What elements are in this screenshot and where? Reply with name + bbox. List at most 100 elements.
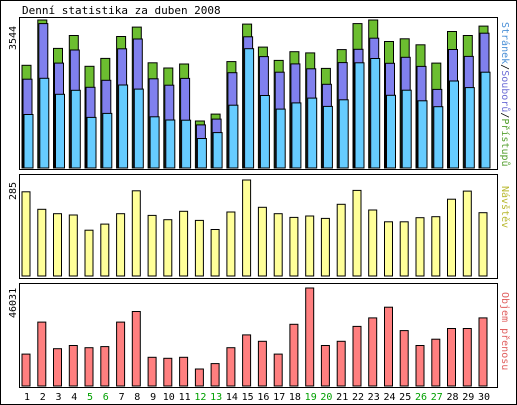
x-tick-label-day-28: 28	[446, 392, 458, 403]
middle-bar-n-v-t-v-day-30	[478, 212, 488, 277]
x-tick-label-day-10: 10	[163, 392, 175, 403]
top-legend-item-4: Přístupů	[499, 118, 511, 166]
x-tick-label-day-26: 26	[415, 392, 427, 403]
top-panel-frame	[19, 17, 498, 170]
top-bar-str-nek-day-25	[401, 89, 412, 169]
bottom-bar-objem-p-enosu-day-11	[179, 356, 189, 387]
middle-bar-n-v-t-v-day-7	[116, 213, 126, 277]
top-bar-str-nek-day-2	[39, 77, 50, 169]
bottom-legend-item-0: Objem přenosu	[499, 292, 511, 370]
bottom-bar-objem-p-enosu-day-29	[462, 328, 472, 387]
x-tick-label-day-3: 3	[55, 392, 61, 403]
top-panel-legend: Stránek/Souborů/Přístupů	[499, 22, 511, 167]
top-bar-str-nek-day-24	[386, 94, 396, 169]
bottom-panel-frame	[19, 283, 498, 388]
middle-bar-n-v-t-v-day-13	[210, 229, 220, 277]
middle-bar-n-v-t-v-day-9	[147, 214, 157, 277]
x-tick-label-day-14: 14	[226, 392, 238, 403]
x-tick-label-day-7: 7	[119, 392, 125, 403]
bottom-bar-objem-p-enosu-day-28	[447, 328, 456, 387]
top-bar-str-nek-day-1	[23, 114, 34, 169]
bottom-bar-objem-p-enosu-day-5	[84, 347, 94, 387]
top-bar-str-nek-day-9	[149, 116, 160, 169]
bottom-bar-objem-p-enosu-day-30	[478, 317, 488, 387]
middle-bar-n-v-t-v-day-21	[336, 203, 346, 277]
middle-bar-n-v-t-v-day-18	[289, 216, 299, 277]
middle-bar-n-v-t-v-day-19	[305, 215, 315, 277]
bottom-bar-objem-p-enosu-day-13	[210, 363, 220, 387]
bottom-bar-objem-p-enosu-day-15	[242, 334, 252, 387]
x-axis-day-labels: 1 2 3 4 5 6 7 8 9 10 11 12 13 14 15 16 17 18 19 20 21 22 23 24 2…	[24, 392, 490, 403]
x-tick-label-day-4: 4	[71, 392, 77, 403]
middle-bar-n-v-t-v-day-15	[242, 179, 252, 277]
top-bar-str-nek-day-13	[212, 132, 223, 169]
bottom-bar-objem-p-enosu-day-17	[273, 353, 283, 387]
middle-bar-n-v-t-v-day-5	[84, 229, 94, 277]
middle-bar-n-v-t-v-day-11	[179, 210, 189, 277]
middle-bar-n-v-t-v-day-4	[68, 214, 78, 277]
x-tick-label-day-25: 25	[399, 392, 411, 403]
top-bar-str-nek-day-3	[55, 93, 65, 169]
top-bar-str-nek-day-8	[133, 88, 144, 169]
top-bar-str-nek-day-23	[370, 58, 381, 169]
bottom-bar-objem-p-enosu-day-3	[53, 348, 62, 387]
bottom-bar-objem-p-enosu-day-4	[68, 345, 78, 387]
top-bar-str-nek-day-30	[480, 71, 491, 169]
x-tick-label-day-18: 18	[289, 392, 301, 403]
x-tick-label-day-29: 29	[462, 392, 474, 403]
bottom-panel-bars	[21, 287, 488, 387]
bottom-bar-objem-p-enosu-day-22	[352, 325, 362, 387]
middle-bar-n-v-t-v-day-3	[53, 213, 62, 277]
x-tick-label-day-22: 22	[352, 392, 364, 403]
middle-bar-n-v-t-v-day-26	[415, 217, 425, 277]
x-tick-label-day-20: 20	[320, 392, 332, 403]
x-tick-label-day-8: 8	[134, 392, 140, 403]
middle-bar-n-v-t-v-day-6	[100, 223, 110, 277]
top-bar-str-nek-day-11	[181, 119, 192, 169]
middle-legend-text: Návštěv	[499, 186, 511, 228]
bottom-bar-objem-p-enosu-day-7	[116, 321, 126, 387]
middle-bar-n-v-t-v-day-14	[226, 211, 236, 277]
bottom-bar-objem-p-enosu-day-27	[431, 338, 441, 387]
middle-bar-n-v-t-v-day-2	[37, 208, 47, 277]
middle-bar-n-v-t-v-day-22	[352, 189, 362, 277]
bottom-panel-max-label: 46031	[8, 288, 19, 318]
middle-bar-n-v-t-v-day-23	[368, 209, 378, 277]
middle-panel-max-label: 285	[8, 182, 19, 200]
bottom-panel-legend: Objem přenosu	[499, 292, 511, 370]
x-tick-label-day-19: 19	[305, 392, 317, 403]
x-tick-label-day-16: 16	[257, 392, 269, 403]
x-tick-label-day-2: 2	[40, 392, 46, 403]
top-bar-str-nek-day-10	[165, 119, 176, 169]
middle-bar-n-v-t-v-day-12	[194, 219, 204, 277]
middle-panel-legend: Návštěv	[499, 186, 511, 228]
bottom-bar-objem-p-enosu-day-2	[37, 321, 47, 387]
top-bar-str-nek-day-5	[86, 116, 97, 169]
top-panel-max-label: 3544	[8, 26, 19, 50]
top-bar-str-nek-day-26	[417, 100, 428, 169]
bottom-bar-objem-p-enosu-day-19	[305, 287, 315, 387]
x-tick-label-day-6: 6	[103, 392, 109, 403]
top-legend-item-1: /	[499, 64, 510, 70]
top-bar-str-nek-day-20	[322, 105, 333, 169]
x-tick-label-day-27: 27	[431, 392, 443, 403]
bottom-bar-objem-p-enosu-day-16	[257, 340, 267, 387]
middle-bar-n-v-t-v-day-16	[257, 206, 267, 277]
middle-bar-n-v-t-v-day-27	[431, 216, 441, 277]
bottom-bar-objem-p-enosu-day-14	[226, 347, 236, 387]
x-tick-label-day-13: 13	[210, 392, 222, 403]
middle-bar-n-v-t-v-day-17	[273, 213, 283, 277]
top-bar-str-nek-day-19	[307, 97, 318, 169]
middle-bar-n-v-t-v-day-20	[320, 217, 330, 277]
top-legend-item-2: Souborů	[499, 70, 511, 112]
top-bar-str-nek-day-22	[354, 62, 365, 169]
bottom-bar-objem-p-enosu-day-10	[163, 357, 173, 387]
bottom-bar-objem-p-enosu-day-21	[336, 340, 346, 387]
bottom-bar-objem-p-enosu-day-6	[100, 346, 110, 387]
bottom-bar-objem-p-enosu-day-12	[194, 368, 204, 387]
top-bar-str-nek-day-21	[338, 99, 349, 169]
x-tick-label-day-23: 23	[368, 392, 380, 403]
bottom-bar-objem-p-enosu-day-18	[289, 323, 299, 387]
top-bar-str-nek-day-14	[228, 104, 239, 169]
